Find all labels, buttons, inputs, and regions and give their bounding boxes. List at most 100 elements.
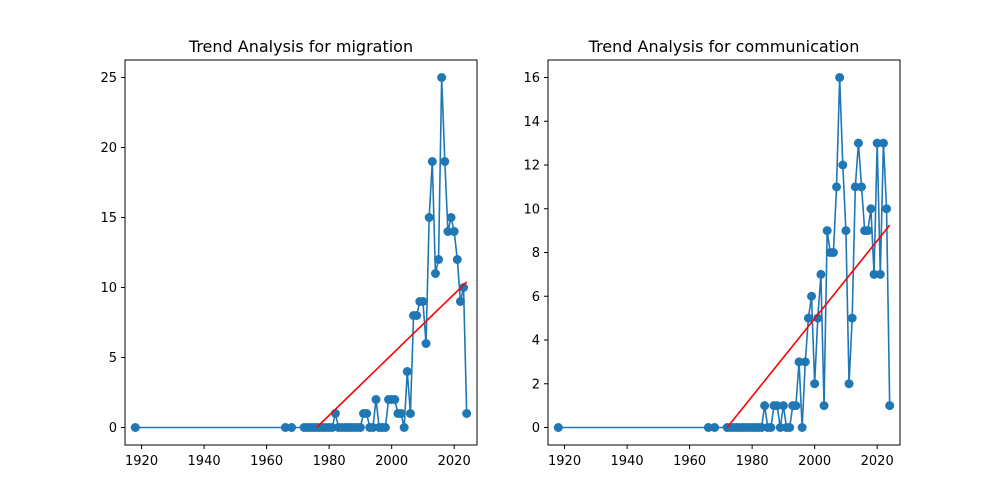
data-point	[794, 357, 804, 367]
data-point	[791, 401, 801, 411]
data-point	[355, 423, 365, 432]
x-tick-label: 2020	[438, 454, 471, 469]
y-tick-label: 10	[523, 202, 540, 217]
y-tick-label: 5	[109, 351, 117, 366]
data-point	[828, 248, 838, 257]
data-point	[766, 423, 776, 432]
data-point	[832, 182, 842, 192]
data-point	[130, 423, 140, 432]
data-point	[878, 138, 888, 148]
data-point	[362, 409, 372, 418]
data-point	[760, 401, 770, 411]
y-tick-label: 20	[100, 141, 117, 156]
data-point	[399, 423, 409, 432]
data-point	[816, 269, 826, 279]
chart-panel-communication: Trend Analysis for communication 1920 194…	[523, 37, 901, 469]
y-tick-label: 0	[532, 421, 540, 436]
data-point	[390, 395, 400, 404]
data-point	[885, 401, 895, 411]
data-point	[405, 409, 415, 418]
y-tick-label: 25	[100, 71, 117, 86]
data-point	[785, 423, 795, 432]
data-point	[371, 395, 381, 404]
x-tick-label: 2000	[798, 454, 831, 469]
y-tick-label: 2	[532, 377, 540, 392]
data-point	[380, 423, 390, 432]
data-point	[810, 379, 820, 389]
trend-line	[316, 281, 468, 429]
data-point	[287, 423, 297, 432]
data-point	[440, 157, 450, 166]
x-tick-label: 1960	[250, 454, 283, 469]
y-tick-label: 14	[523, 115, 540, 130]
y-tick-label: 6	[532, 290, 540, 305]
data-point	[778, 401, 788, 411]
y-tick-label: 12	[523, 159, 540, 174]
data-point	[866, 204, 876, 214]
data-point	[875, 269, 885, 279]
data-point	[819, 401, 829, 411]
chart-title: Trend Analysis for migration	[188, 37, 413, 56]
y-tick-label: 10	[100, 281, 117, 296]
data-point	[850, 182, 860, 192]
data-point	[553, 423, 563, 432]
data-point	[710, 423, 720, 432]
data-point	[424, 213, 434, 222]
data-point	[869, 269, 879, 279]
chart-panel-migration: Trend Analysis for migration 1920 1940 196…	[100, 37, 478, 469]
data-point	[452, 255, 462, 264]
data-point	[772, 401, 782, 411]
data-point	[757, 423, 767, 432]
x-tick-label: 1980	[736, 454, 769, 469]
data-point	[863, 226, 873, 236]
plot-area-frame	[124, 59, 478, 446]
data-point	[449, 227, 459, 236]
y-tick-label: 16	[523, 71, 540, 86]
x-tick-label: 1940	[188, 454, 221, 469]
data-point	[847, 313, 857, 323]
data-point	[882, 204, 892, 214]
data-point	[838, 160, 848, 170]
data-point	[396, 409, 406, 418]
data-point	[430, 269, 440, 278]
data-point	[434, 255, 444, 264]
x-tick-label: 2000	[375, 454, 408, 469]
chart-title: Trend Analysis for communication	[588, 37, 860, 56]
data-point	[443, 227, 453, 236]
data-point	[368, 423, 378, 432]
data-point	[853, 138, 863, 148]
data-point	[459, 283, 469, 292]
y-tick-label: 8	[532, 246, 540, 261]
data-point	[797, 423, 807, 432]
data-point	[813, 313, 823, 323]
data-point	[280, 423, 290, 432]
data-point	[421, 339, 431, 348]
data-point	[841, 226, 851, 236]
x-tick-label: 1920	[125, 454, 158, 469]
data-point	[462, 409, 472, 418]
data-point	[437, 73, 447, 82]
data-point	[775, 423, 785, 432]
y-tick-label: 15	[100, 211, 117, 226]
data-point	[800, 357, 810, 367]
data-point	[455, 297, 465, 306]
data-point	[844, 379, 854, 389]
data-point	[807, 291, 817, 301]
data-point	[418, 297, 428, 306]
data-point	[835, 73, 845, 82]
trend-line	[726, 224, 891, 429]
data-point	[857, 182, 867, 192]
data-point	[412, 311, 422, 320]
x-tick-label: 1920	[548, 454, 581, 469]
data-point	[427, 157, 437, 166]
data-point	[402, 367, 412, 376]
data-point	[872, 138, 882, 148]
x-tick-label: 1960	[673, 454, 706, 469]
data-point	[803, 313, 813, 323]
data-point	[822, 226, 832, 236]
data-point	[327, 423, 337, 432]
y-tick-label: 0	[109, 421, 117, 436]
data-point	[446, 213, 456, 222]
x-tick-label: 1940	[611, 454, 644, 469]
